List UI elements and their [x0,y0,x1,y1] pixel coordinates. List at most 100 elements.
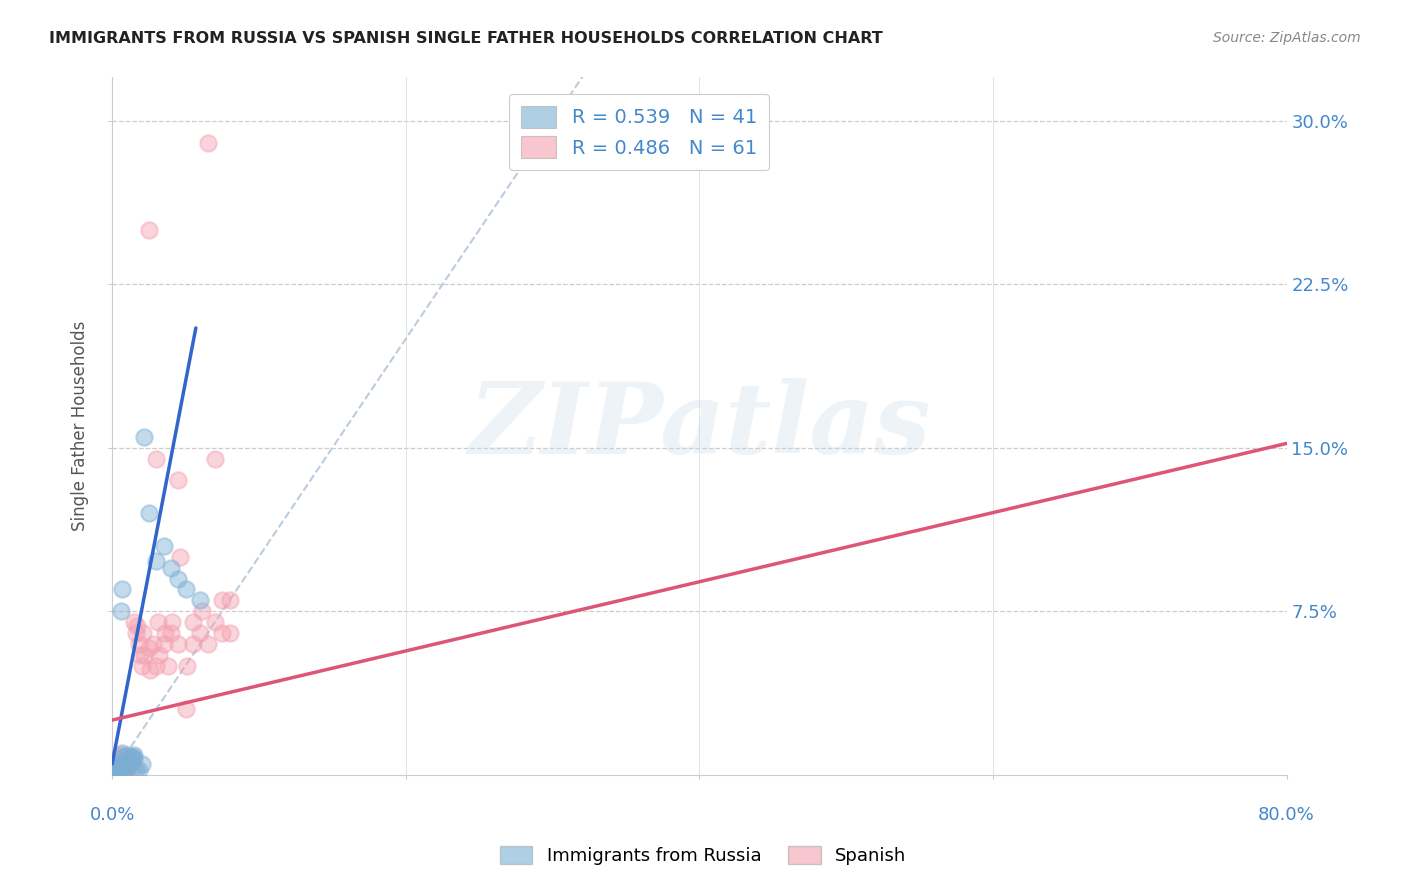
Point [103,763,125,777]
Point [105,756,128,771]
Point [111,746,134,760]
Point [197,136,219,150]
Point [145,658,167,673]
Point [104,761,127,775]
Point [139,663,162,677]
Point [107,759,129,773]
Point [152,637,174,651]
Point [218,593,240,607]
Point [188,626,211,640]
Point [145,451,167,466]
Point [142,637,165,651]
Point [124,626,146,640]
Point [122,615,145,629]
Point [131,658,153,673]
Point [118,755,141,769]
Text: IMMIGRANTS FROM RUSSIA VS SPANISH SINGLE FATHER HOUSEHOLDS CORRELATION CHART: IMMIGRANTS FROM RUSSIA VS SPANISH SINGLE… [49,31,883,46]
Point [167,474,190,488]
Point [108,759,131,773]
Point [145,554,167,568]
Point [134,648,156,662]
Point [204,451,226,466]
Point [124,763,146,777]
Point [218,626,240,640]
Point [107,752,129,766]
Point [152,539,174,553]
Point [117,756,139,771]
Point [110,756,132,771]
Point [190,604,212,618]
Point [108,750,131,764]
Point [127,619,149,633]
Point [118,759,141,773]
Point [112,763,135,777]
Point [105,761,128,775]
Point [122,752,145,766]
Point [156,658,179,673]
Point [211,593,233,607]
Point [188,593,211,607]
Point [121,761,143,775]
Point [204,615,226,629]
Point [112,755,135,769]
Point [120,752,142,766]
Legend: R = 0.539   N = 41, R = 0.486   N = 61: R = 0.539 N = 41, R = 0.486 N = 61 [509,95,769,170]
Legend: Immigrants from Russia, Spanish: Immigrants from Russia, Spanish [492,838,914,872]
Point [138,506,160,520]
Point [174,702,197,716]
Point [115,750,138,764]
Point [114,759,136,773]
Y-axis label: Single Father Households: Single Father Households [72,321,89,532]
Point [162,615,184,629]
Point [104,765,127,780]
Point [148,648,170,662]
Point [122,747,145,762]
Point [118,756,141,771]
Point [176,658,198,673]
Point [111,582,134,597]
Point [107,765,129,780]
Point [128,637,150,651]
Point [197,637,219,651]
Point [108,761,131,775]
Point [115,747,138,762]
Point [132,626,155,640]
Point [138,641,160,656]
Point [105,755,128,769]
Point [129,648,152,662]
Point [115,759,138,773]
Point [107,761,129,775]
Point [114,752,136,766]
Text: Source: ZipAtlas.com: Source: ZipAtlas.com [1213,31,1361,45]
Point [153,626,176,640]
Point [181,637,204,651]
Point [105,765,128,780]
Point [211,626,233,640]
Point [160,560,183,574]
Point [181,615,204,629]
Point [120,750,142,764]
Point [111,761,134,775]
Point [104,763,127,777]
Text: ZIPatlas: ZIPatlas [468,377,931,475]
Point [115,761,138,775]
Point [107,761,129,775]
Point [104,765,127,780]
Point [110,756,132,771]
Point [105,763,128,777]
Point [128,763,150,777]
Text: 80.0%: 80.0% [1258,806,1315,824]
Point [103,763,125,777]
Point [160,626,183,640]
Point [146,615,169,629]
Point [108,763,131,777]
Point [112,750,135,764]
Point [167,572,190,586]
Point [103,765,125,780]
Point [121,750,143,764]
Point [118,752,141,766]
Point [105,759,128,773]
Point [110,604,132,618]
Text: 0.0%: 0.0% [90,806,135,824]
Point [174,582,197,597]
